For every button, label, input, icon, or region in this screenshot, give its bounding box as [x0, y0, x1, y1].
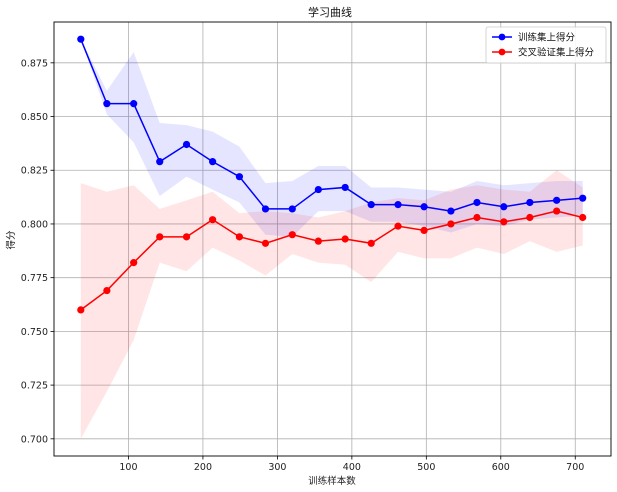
series-0-point: [500, 203, 508, 211]
x-tick-label: 700: [566, 462, 584, 473]
legend-swatch-marker: [498, 33, 506, 41]
series-1-point: [182, 233, 191, 241]
x-tick-label: 300: [268, 462, 286, 473]
legend-label: 交叉验证集上得分: [518, 47, 595, 59]
series-1-point: [288, 231, 296, 239]
series-0-point: [103, 100, 111, 108]
series-1-point: [526, 213, 534, 222]
x-tick-label: 600: [492, 462, 510, 473]
series-1-point: [156, 233, 164, 241]
chart-title: 学习曲线: [308, 5, 352, 19]
x-tick-label: 400: [343, 462, 361, 473]
series-0-point: [447, 207, 455, 215]
series-0-point: [235, 173, 244, 181]
series-1-point: [553, 207, 561, 215]
x-axis-label: 训练样本数: [308, 475, 356, 487]
series-1-point: [209, 216, 217, 224]
plot-frame: [53, 21, 612, 457]
series-1-point: [367, 239, 375, 247]
y-tick-label: 0.700: [21, 434, 48, 445]
legend-box: [485, 26, 607, 64]
series-1-point: [473, 213, 481, 222]
series-1-point: [261, 239, 270, 247]
legend-label: 训练集上得分: [518, 32, 576, 44]
y-tick-label: 0.850: [21, 112, 48, 123]
series-0-point: [367, 201, 375, 209]
series-0-point: [182, 140, 191, 149]
series-1-point: [77, 306, 85, 314]
series-0-point: [394, 201, 402, 209]
legend-swatch-marker: [498, 48, 506, 56]
series-1-line: [80, 210, 583, 311]
series-1-point: [314, 237, 322, 245]
series-0-point: [77, 35, 85, 43]
series-1-point: [341, 235, 349, 243]
series-0-point: [130, 100, 138, 108]
series-1-point: [235, 233, 244, 241]
plot-area: 100 200 300 400 500 600 700 0.700 0.725 0.750 0.77…: [21, 21, 612, 473]
series-0-point: [553, 196, 561, 204]
x-tick-label: 100: [119, 462, 137, 473]
series-1-point: [447, 220, 455, 228]
series-0-point: [341, 183, 349, 192]
y-tick-label: 0.725: [21, 381, 48, 392]
series-0-point: [156, 158, 164, 166]
series-1-band: [80, 170, 583, 439]
series-1-point: [500, 218, 508, 226]
series-0-point: [473, 198, 481, 207]
y-tick-label: 0.800: [21, 219, 48, 230]
series-1-point: [130, 259, 138, 267]
series-0-point: [579, 194, 587, 202]
series-0-point: [261, 205, 270, 213]
series-1-point: [103, 286, 111, 295]
y-axis-label: 得分: [5, 230, 17, 250]
y-tick-label: 0.875: [21, 58, 48, 69]
series-1-point: [420, 226, 428, 235]
series-0-point: [288, 205, 296, 213]
x-tick-label: 500: [417, 462, 435, 473]
y-tick-label: 0.775: [21, 273, 48, 284]
y-tick-label: 0.825: [21, 166, 48, 177]
series-0-point: [420, 203, 428, 211]
y-tick-label: 0.750: [21, 327, 48, 338]
x-tick-label: 200: [194, 462, 212, 473]
series-0-line: [80, 38, 583, 212]
series-1-point: [394, 222, 402, 230]
series-0-point: [314, 185, 322, 194]
series-1-point: [579, 213, 587, 222]
series-0-point: [526, 198, 534, 207]
series-0-point: [209, 158, 217, 166]
